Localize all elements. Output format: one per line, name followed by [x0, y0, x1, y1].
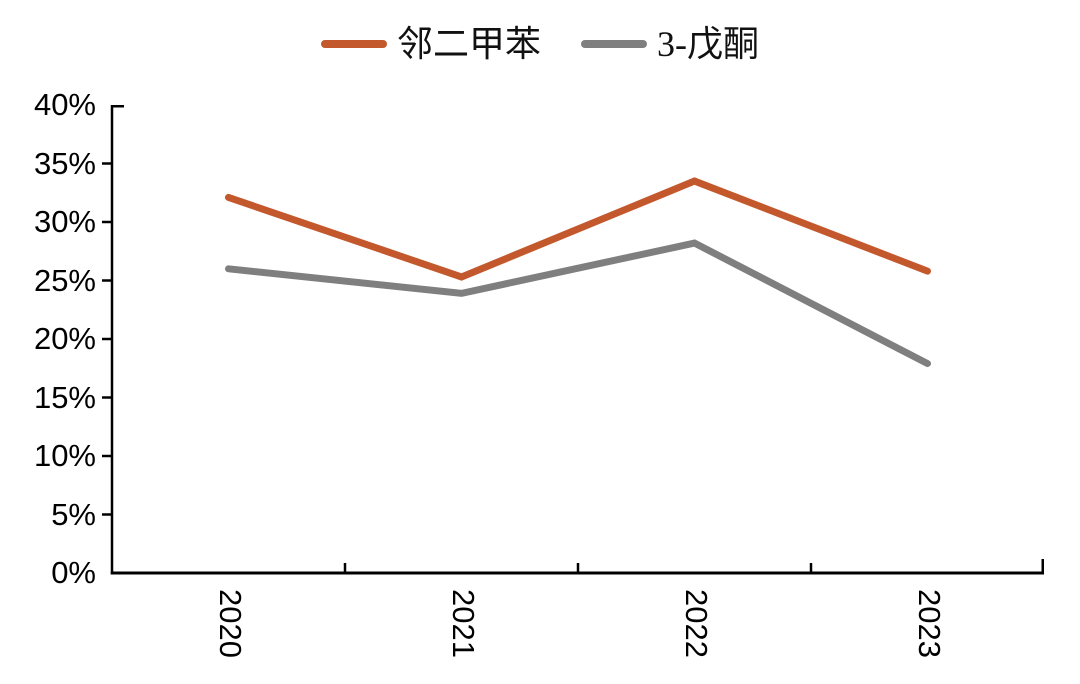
- series-line-1: [225, 239, 931, 368]
- x-tick-label: 2021: [445, 589, 481, 658]
- y-tick-label: 25%: [33, 262, 96, 298]
- legend-label: 邻二甲苯: [396, 24, 541, 64]
- y-tick-label: 30%: [33, 204, 96, 239]
- y-tick-label: 0%: [51, 555, 96, 590]
- x-tick-label: 2023: [911, 589, 947, 658]
- y-tick-label: 10%: [33, 438, 96, 473]
- y-tick-label: 35%: [33, 145, 96, 181]
- legend-label: 3-戊酮: [657, 24, 759, 64]
- y-tick-label: 20%: [33, 321, 96, 356]
- y-tick-label: 5%: [51, 496, 96, 532]
- legend-item-1: 3-戊酮: [581, 24, 759, 64]
- x-tick-label: 2022: [678, 589, 714, 658]
- legend: 邻二甲苯 3-戊酮: [0, 24, 1080, 64]
- legend-swatch-icon: [320, 40, 387, 48]
- legend-swatch-icon: [581, 40, 647, 48]
- y-tick-label: 15%: [33, 379, 96, 415]
- x-tick-label: 2020: [212, 589, 248, 658]
- legend-item-0: 邻二甲苯: [320, 24, 541, 64]
- y-tick-label: 40%: [33, 87, 96, 122]
- series-line-0: [225, 177, 931, 281]
